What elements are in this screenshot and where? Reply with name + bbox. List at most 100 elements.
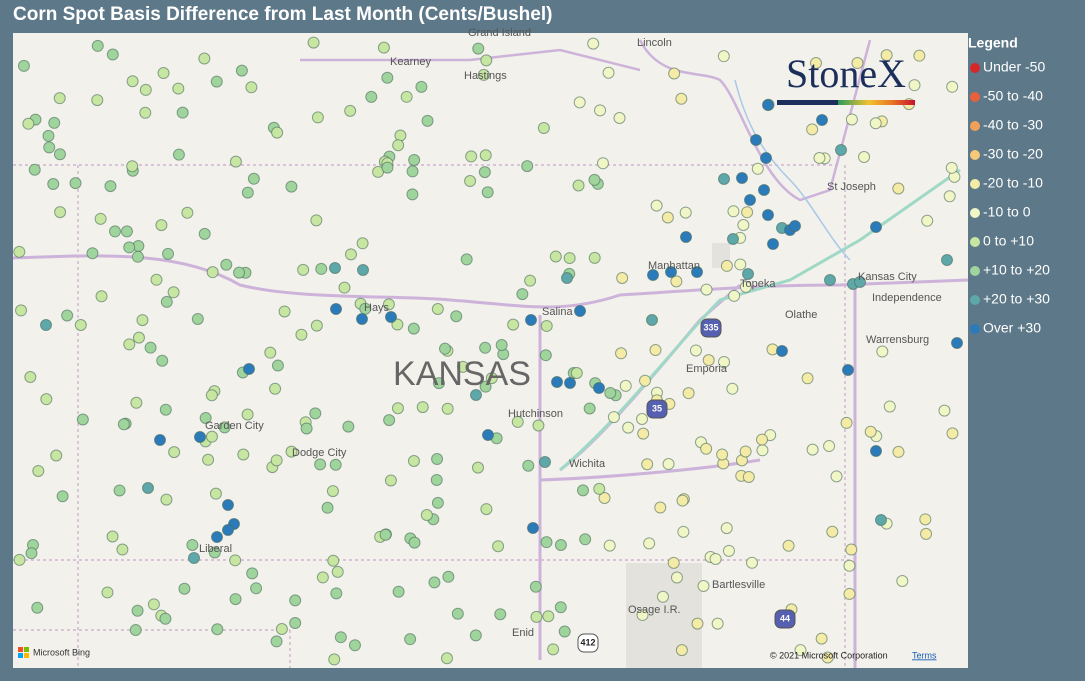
location-dot — [270, 635, 283, 648]
location-dot — [400, 90, 413, 103]
place-label: Hays — [364, 302, 390, 314]
location-dot — [334, 631, 347, 644]
location-dot — [13, 245, 26, 258]
location-dot — [377, 41, 390, 54]
location-dot — [742, 268, 754, 280]
location-dot — [741, 206, 754, 219]
location-dot — [554, 539, 567, 552]
location-dot — [211, 623, 224, 636]
location-dot — [450, 310, 463, 323]
location-dot — [507, 318, 520, 331]
location-dot — [646, 314, 658, 326]
legend: Under -50 -50 to -40 -40 to -30 -30 to -20 -… — [970, 59, 1050, 336]
location-dot — [762, 99, 774, 111]
location-dot — [206, 266, 219, 279]
terms-link[interactable]: Terms — [912, 650, 937, 660]
location-dot — [210, 75, 223, 88]
location-dot — [572, 179, 585, 192]
location-dot — [593, 382, 605, 394]
location-dot — [330, 303, 342, 315]
location-dot — [222, 524, 234, 536]
location-dot — [162, 247, 175, 260]
location-dot — [739, 280, 752, 293]
location-dot — [408, 154, 421, 167]
location-dot — [641, 458, 654, 471]
location-dot — [106, 530, 119, 543]
location-dot — [751, 162, 764, 175]
location-dot — [126, 75, 139, 88]
location-dot — [344, 248, 357, 261]
label-layer: Grand Island Lincoln Kearney Hastings St Jos… — [199, 27, 942, 653]
location-dot — [229, 593, 242, 606]
location-dot — [480, 54, 493, 67]
location-dot — [821, 651, 834, 664]
location-dot — [113, 484, 126, 497]
location-dot — [17, 59, 30, 72]
location-dot — [638, 374, 651, 387]
location-dot — [649, 344, 662, 357]
logo: StoneX — [786, 51, 906, 96]
location-dot — [198, 52, 211, 65]
location-dot — [246, 567, 259, 580]
location-dot — [327, 554, 340, 567]
location-dot — [511, 415, 524, 428]
location-dot — [297, 263, 310, 276]
location-dot — [156, 354, 169, 367]
location-dot — [875, 514, 887, 526]
location-dot — [13, 553, 26, 566]
location-dot — [883, 400, 896, 413]
location-dot — [920, 527, 933, 540]
location-dot — [108, 225, 121, 238]
location-dot — [547, 643, 560, 656]
location-dot — [782, 539, 795, 552]
location-dot — [720, 259, 733, 272]
location-dot — [718, 173, 730, 185]
location-dot — [431, 496, 444, 509]
location-dot — [722, 544, 735, 557]
legend-label: -20 to -10 — [983, 175, 1043, 191]
location-dot — [440, 652, 453, 665]
place-label: Topeka — [740, 278, 776, 290]
location-dot — [150, 273, 163, 286]
location-dot — [943, 190, 956, 203]
location-dot — [314, 458, 327, 471]
location-dot — [120, 225, 133, 238]
location-dot — [720, 522, 733, 535]
location-dot — [478, 166, 491, 179]
location-dot — [53, 92, 66, 105]
location-dot — [636, 608, 649, 621]
location-dot — [892, 445, 905, 458]
location-dot — [211, 531, 223, 543]
location-dot — [744, 194, 756, 206]
location-dot — [482, 429, 494, 441]
location-dot — [815, 632, 828, 645]
location-dot — [147, 598, 160, 611]
location-dot — [661, 211, 674, 224]
place-label: Grand Island — [468, 27, 531, 39]
place-label: Kearney — [390, 56, 431, 68]
location-dot — [160, 295, 173, 308]
location-dot — [178, 582, 191, 595]
location-dot — [310, 214, 323, 227]
location-dot — [139, 83, 152, 96]
highway-shield — [577, 633, 599, 653]
location-dot — [689, 344, 702, 357]
location-dot — [726, 382, 739, 395]
location-dot — [421, 114, 434, 127]
location-dot — [588, 251, 601, 264]
location-dot — [76, 413, 89, 426]
location-dot — [307, 36, 320, 49]
location-dot — [91, 39, 104, 52]
location-dot — [415, 80, 428, 93]
location-dot — [870, 221, 882, 233]
location-dot — [727, 205, 740, 218]
location-dot — [101, 586, 114, 599]
location-dot — [516, 288, 529, 301]
location-dot — [406, 165, 419, 178]
location-dot — [311, 111, 324, 124]
legend-label: Under -50 — [983, 59, 1045, 75]
location-dot — [331, 565, 344, 578]
place-label: Warrensburg — [866, 334, 929, 346]
location-dot — [209, 487, 222, 500]
